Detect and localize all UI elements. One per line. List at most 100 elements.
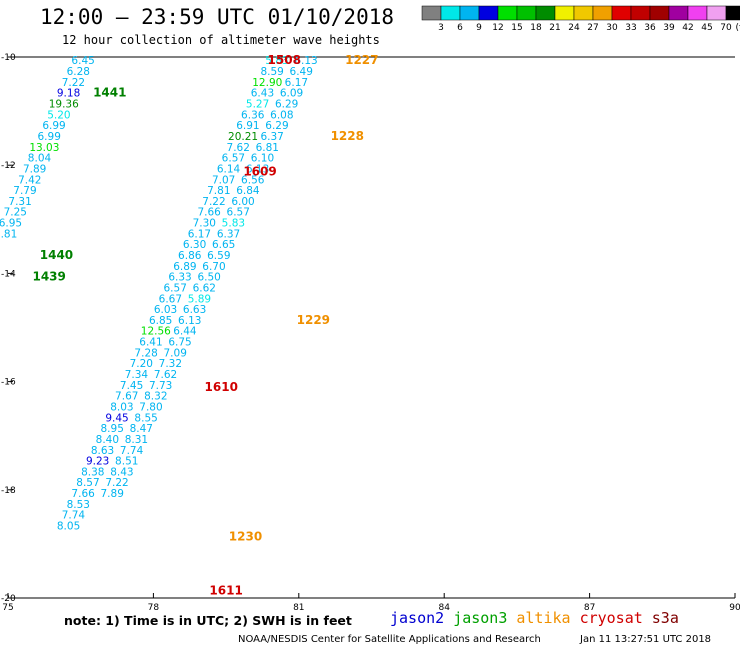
color-key-label: 36 (644, 23, 656, 33)
swh-value: 7.22 (202, 196, 225, 208)
swh-value: 8.51 (115, 456, 138, 468)
swh-value: 6.09 (280, 88, 303, 100)
swh-value: 6.63 (183, 304, 206, 316)
credit-line: NOAA/NESDIS Center for Satellite Applica… (238, 634, 541, 645)
swh-value: 6.57 (222, 153, 245, 165)
swh-value: 6.81 (256, 142, 279, 154)
swh-value: 8.95 (101, 423, 124, 435)
x-tick-label: 87 (584, 603, 595, 613)
color-key-label: 3 (438, 23, 444, 33)
chart-title: 12:00 – 23:59 UTC 01/10/2018 (40, 5, 395, 29)
y-tick-label: -20 (1, 594, 16, 604)
swh-value: 7.25 (4, 207, 27, 219)
color-key-label: 9 (476, 23, 482, 33)
swh-value: 7.74 (62, 510, 86, 522)
swh-value: 6.91 (236, 120, 259, 132)
swh-value: 6.85 (149, 315, 172, 327)
color-key-swatch (535, 5, 556, 21)
swh-value: 8.43 (110, 466, 133, 478)
swh-value: 6.56 (241, 174, 265, 186)
pass-number: 1440 (40, 248, 73, 262)
swh-value: 7.79 (13, 185, 36, 197)
swh-value: 7.45 (120, 380, 143, 392)
swh-value: 8.53 (67, 499, 90, 511)
x-tick-label: 75 (2, 603, 13, 613)
swh-value: 6.67 (159, 293, 182, 305)
color-key-label: 15 (511, 23, 522, 33)
swh-value: 8.05 (57, 521, 80, 533)
color-key-label: 30 (606, 23, 618, 33)
swh-value: 6.17 (188, 228, 211, 240)
swh-value: 8.04 (28, 153, 52, 165)
swh-value: 6.37 (217, 228, 240, 240)
color-key-label: 18 (530, 23, 542, 33)
swh-value: 6.28 (67, 66, 90, 78)
swh-value: 7.66 (197, 207, 221, 219)
pass-number: 1228 (331, 129, 364, 143)
chart-subtitle: 12 hour collection of altimeter wave hei… (62, 33, 380, 47)
color-key-swatch (516, 5, 537, 21)
plot-frame (8, 56, 735, 599)
color-key-unit: (ft) (735, 23, 740, 33)
swh-value: 6.41 (139, 337, 162, 349)
swh-value: 6.37 (260, 131, 283, 143)
satellite-jason2: jason2 (390, 609, 445, 627)
swh-value: 7.89 (23, 163, 46, 175)
satellite-jason3: jason3 (453, 609, 508, 627)
swh-value: 8.40 (96, 434, 119, 446)
swh-value: 6.57 (227, 207, 250, 219)
swh-value: 6.08 (270, 109, 293, 121)
color-key-swatch (611, 5, 632, 21)
swh-value: 6.99 (42, 120, 65, 132)
axis-ticks: 75 78 81 84 87 90 -10 -12 -14 -16 -18 -20 (1, 53, 740, 613)
swh-value: 7.22 (62, 77, 85, 89)
y-tick-label: -12 (1, 161, 16, 171)
swh-value: 5.83 (265, 55, 288, 67)
color-key-label: 27 (587, 23, 598, 33)
swh-value: 5.20 (47, 109, 70, 121)
x-tick-label: 78 (148, 603, 160, 613)
swh-value: 6.44 (173, 326, 197, 338)
generated-timestamp: Jan 11 13:27:51 UTC 2018 (580, 634, 712, 645)
swh-value: 6.75 (168, 337, 191, 349)
swh-value: 5.89 (188, 293, 211, 305)
color-key-swatch (592, 5, 613, 21)
color-key-label: 33 (625, 23, 636, 33)
swh-value: 7.07 (212, 174, 235, 186)
swh-value: 9.23 (86, 456, 109, 468)
swh-value: 8.55 (134, 412, 157, 424)
swh-value: 7.42 (18, 174, 41, 186)
swh-value: 6.29 (265, 120, 288, 132)
swh-value: 6.13 (294, 55, 317, 67)
swh-value: 6.62 (193, 282, 216, 294)
swh-value: 7.80 (139, 401, 162, 413)
color-key-swatch (649, 5, 670, 21)
swh-value: 6.50 (197, 272, 220, 284)
pass-number: 1508 (268, 53, 301, 67)
satellite-altika: altika (516, 609, 571, 627)
pass-number: 1229 (297, 313, 330, 327)
swh-value: 6.13 (246, 163, 269, 175)
pass-number: 1441 (93, 86, 126, 100)
color-key-swatch (725, 5, 740, 21)
color-key-swatch (668, 5, 689, 21)
swh-value: 6.13 (178, 315, 201, 327)
swh-value: 7.32 (159, 358, 182, 370)
pass-labels: 1508 1227 1441 1228 1609 1440 1439 1229 1610 1230… (32, 53, 378, 597)
swh-value: 19.36 (49, 99, 79, 111)
y-tick-label: -16 (1, 378, 16, 388)
swh-value: 8.47 (130, 423, 153, 435)
swh-value: 8.03 (110, 401, 133, 413)
color-key-label: 42 (682, 23, 693, 33)
color-key-swatch (630, 5, 651, 21)
swh-value: 9.18 (57, 88, 80, 100)
swh-value: 6.95 (0, 218, 22, 230)
swh-value: 7.73 (149, 380, 172, 392)
swh-value: 6.57 (164, 282, 187, 294)
swh-value: 7.09 (164, 347, 187, 359)
x-tick-label: 90 (729, 603, 740, 613)
swh-value: 7.62 (154, 369, 177, 381)
swh-value: 8.63 (91, 445, 114, 457)
swh-value: 12.90 (252, 77, 282, 89)
